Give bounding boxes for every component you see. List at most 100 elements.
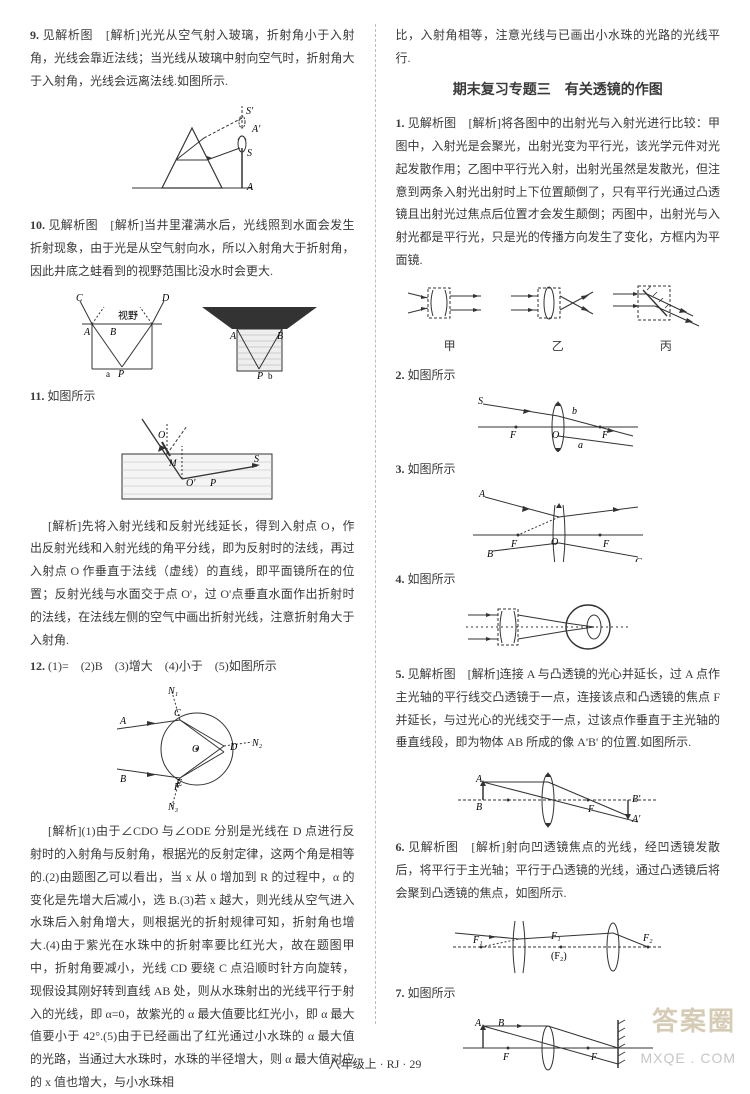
rq5-text: 5. 见解析图 [解析]连接 A 与凸透镜的光心并延长，过 A 点作主光轴的平行… (396, 663, 721, 754)
svg-text:a: a (106, 369, 110, 379)
cap-c: 丙 (660, 335, 672, 358)
q11-num: 11. (30, 389, 44, 403)
q11-figure: O M O' P S (30, 414, 355, 509)
q10-body: 见解析图 [解析]当井里灌满水后，光线照到水面会发生折射现象，由于光是从空气射向… (30, 218, 355, 278)
rq4-text: 4. 如图所示 (396, 568, 721, 591)
column-divider (375, 24, 376, 1024)
svg-text:A': A' (631, 814, 641, 825)
content-columns: 9. 见解析图 [解析]光光从空气射入玻璃，折射角小于入射角，光线会靠近法线；当… (30, 24, 720, 1024)
svg-text:L₁: L₁ (512, 975, 522, 976)
svg-text:b: b (572, 406, 577, 417)
q10-figure: 视野 C D A B P a A (30, 289, 355, 379)
rq1-body: 见解析图 [解析]将各图中的出射光与入射光进行比较：甲图中，入射光是会聚光，出射… (396, 116, 721, 267)
rq1-captions: 甲 乙 丙 (396, 335, 721, 358)
svg-text:N₁: N₁ (167, 686, 178, 697)
rq3-num: 3. (396, 462, 405, 476)
svg-text:B: B (120, 774, 126, 785)
svg-text:b: b (268, 371, 273, 379)
rq2-num: 2. (396, 368, 405, 382)
svg-text:A: A (83, 327, 91, 338)
svg-text:B: B (476, 802, 482, 813)
svg-text:B: B (498, 1018, 504, 1029)
page-footer: 八年级上 · RJ · 29 (0, 1053, 750, 1076)
rq5-figure: F AB B' A' (396, 760, 721, 830)
svg-text:B: B (277, 331, 283, 342)
rq1-text: 1. 见解析图 [解析]将各图中的出射光与入射光进行比较：甲图中，入射光是会聚光… (396, 112, 721, 272)
svg-text:O: O (158, 430, 165, 441)
svg-text:A: A (119, 716, 127, 727)
svg-text:F: F (173, 782, 181, 793)
q12-head: 12. (1)= (2)B (3)增大 (4)小于 (5)如图所示 (30, 655, 355, 678)
q12-num: 12. (30, 659, 45, 673)
svg-text:F₁: F₁ (472, 935, 483, 946)
q9-body: 见解析图 [解析]光光从空气射入玻璃，折射角小于入射角，光线会靠近法线；当光线从… (30, 28, 355, 88)
svg-text:C: C (76, 293, 83, 304)
svg-text:S': S' (246, 106, 254, 117)
rq6-figure: L₁ L₂ F₁ F₁ (F₂) F₂ (396, 911, 721, 976)
svg-text:A: A (475, 774, 483, 785)
svg-text:O: O (551, 537, 558, 548)
cap-a: 甲 (444, 335, 456, 358)
svg-text:P: P (117, 369, 124, 379)
svg-text:A: A (474, 1018, 482, 1029)
svg-text:O: O (552, 430, 559, 441)
svg-text:视野: 视野 (118, 309, 138, 322)
right-column: 比，入射角相等，注意光线与已画出小水珠的光路的光线平行. 期末复习专题三 有关透… (396, 24, 721, 1024)
rq5-num: 5. (396, 667, 405, 681)
svg-text:C: C (174, 708, 181, 719)
rq3-figure: F F A C B O (396, 487, 721, 562)
svg-text:P: P (256, 371, 263, 379)
svg-text:B: B (487, 549, 493, 560)
q9-text: 9. 见解析图 [解析]光光从空气射入玻璃，折射角小于入射角，光线会靠近法线；当… (30, 24, 355, 92)
svg-text:L₂: L₂ (608, 975, 619, 976)
svg-text:F: F (509, 430, 517, 441)
q10-num: 10. (30, 218, 45, 232)
rq2-body: 如图所示 (408, 368, 456, 382)
rq1-num: 1. (396, 116, 405, 130)
rq6-text: 6. 见解析图 [解析]射向凹透镜焦点的光线，经凹透镜发散后，将平行于主光轴；平… (396, 836, 721, 904)
rq5-body: 见解析图 [解析]连接 A 与凸透镜的光心并延长，过 A 点作主光轴的平行线交凸… (396, 667, 721, 749)
svg-text:P: P (209, 478, 216, 489)
svg-text:S: S (247, 148, 252, 159)
svg-text:S: S (254, 454, 259, 465)
watermark-logo: 答案圈 (652, 997, 736, 1046)
rq6-num: 6. (396, 840, 405, 854)
svg-text:A: A (229, 331, 237, 342)
q9-figure: S' A' S A (30, 98, 355, 208)
rq4-num: 4. (396, 572, 405, 586)
svg-text:F₂: F₂ (642, 933, 653, 944)
cap-b: 乙 (552, 335, 564, 358)
section-title: 期末复习专题三 有关透镜的作图 (396, 78, 721, 105)
watermark-url: MXQE . COM (640, 1045, 736, 1072)
rq3-text: 3. 如图所示 (396, 458, 721, 481)
svg-text:D: D (229, 742, 238, 753)
svg-text:N₂: N₂ (251, 738, 263, 749)
q10-text: 10. 见解析图 [解析]当井里灌满水后，光线照到水面会发生折射现象，由于光是从… (30, 214, 355, 282)
q12-figure: A B C D E F O N₁ N₂ N₃ (30, 684, 355, 814)
left-column: 9. 见解析图 [解析]光光从空气射入玻璃，折射角小于入射角，光线会靠近法线；当… (30, 24, 355, 1024)
rq2-figure: F F S b a O (396, 392, 721, 452)
svg-text:A: A (246, 182, 254, 193)
svg-text:N₃: N₃ (167, 802, 179, 813)
svg-text:M: M (168, 458, 177, 468)
cont-text: 比，入射角相等，注意光线与已画出小水珠的光路的光线平行. (396, 24, 721, 70)
rq2-text: 2. 如图所示 (396, 364, 721, 387)
rq4-figure (396, 597, 721, 657)
svg-text:O': O' (186, 478, 196, 489)
rq6-body: 见解析图 [解析]射向凹透镜焦点的光线，经凹透镜发散后，将平行于主光轴；平行于凸… (396, 840, 721, 900)
svg-text:(F₂): (F₂) (551, 951, 567, 962)
q11-expl: [解析]先将入射光线和反射光线延长，得到入射点 O，作出反射光线和入射光线的角平… (30, 515, 355, 652)
svg-text:F: F (602, 539, 610, 550)
svg-text:C: C (635, 557, 642, 562)
rq4-body: 如图所示 (408, 572, 456, 586)
svg-text:S: S (478, 396, 483, 407)
q12-head-body: (1)= (2)B (3)增大 (4)小于 (5)如图所示 (48, 659, 277, 673)
q11-body: 如图所示 (47, 389, 95, 403)
svg-text:D: D (161, 293, 170, 304)
svg-text:a: a (578, 440, 583, 451)
svg-text:A: A (478, 489, 486, 500)
q11-text: 11. 如图所示 (30, 385, 355, 408)
svg-text:B: B (110, 327, 116, 338)
rq3-body: 如图所示 (408, 462, 456, 476)
rq1-figure: 甲 乙 丙 (396, 278, 721, 358)
